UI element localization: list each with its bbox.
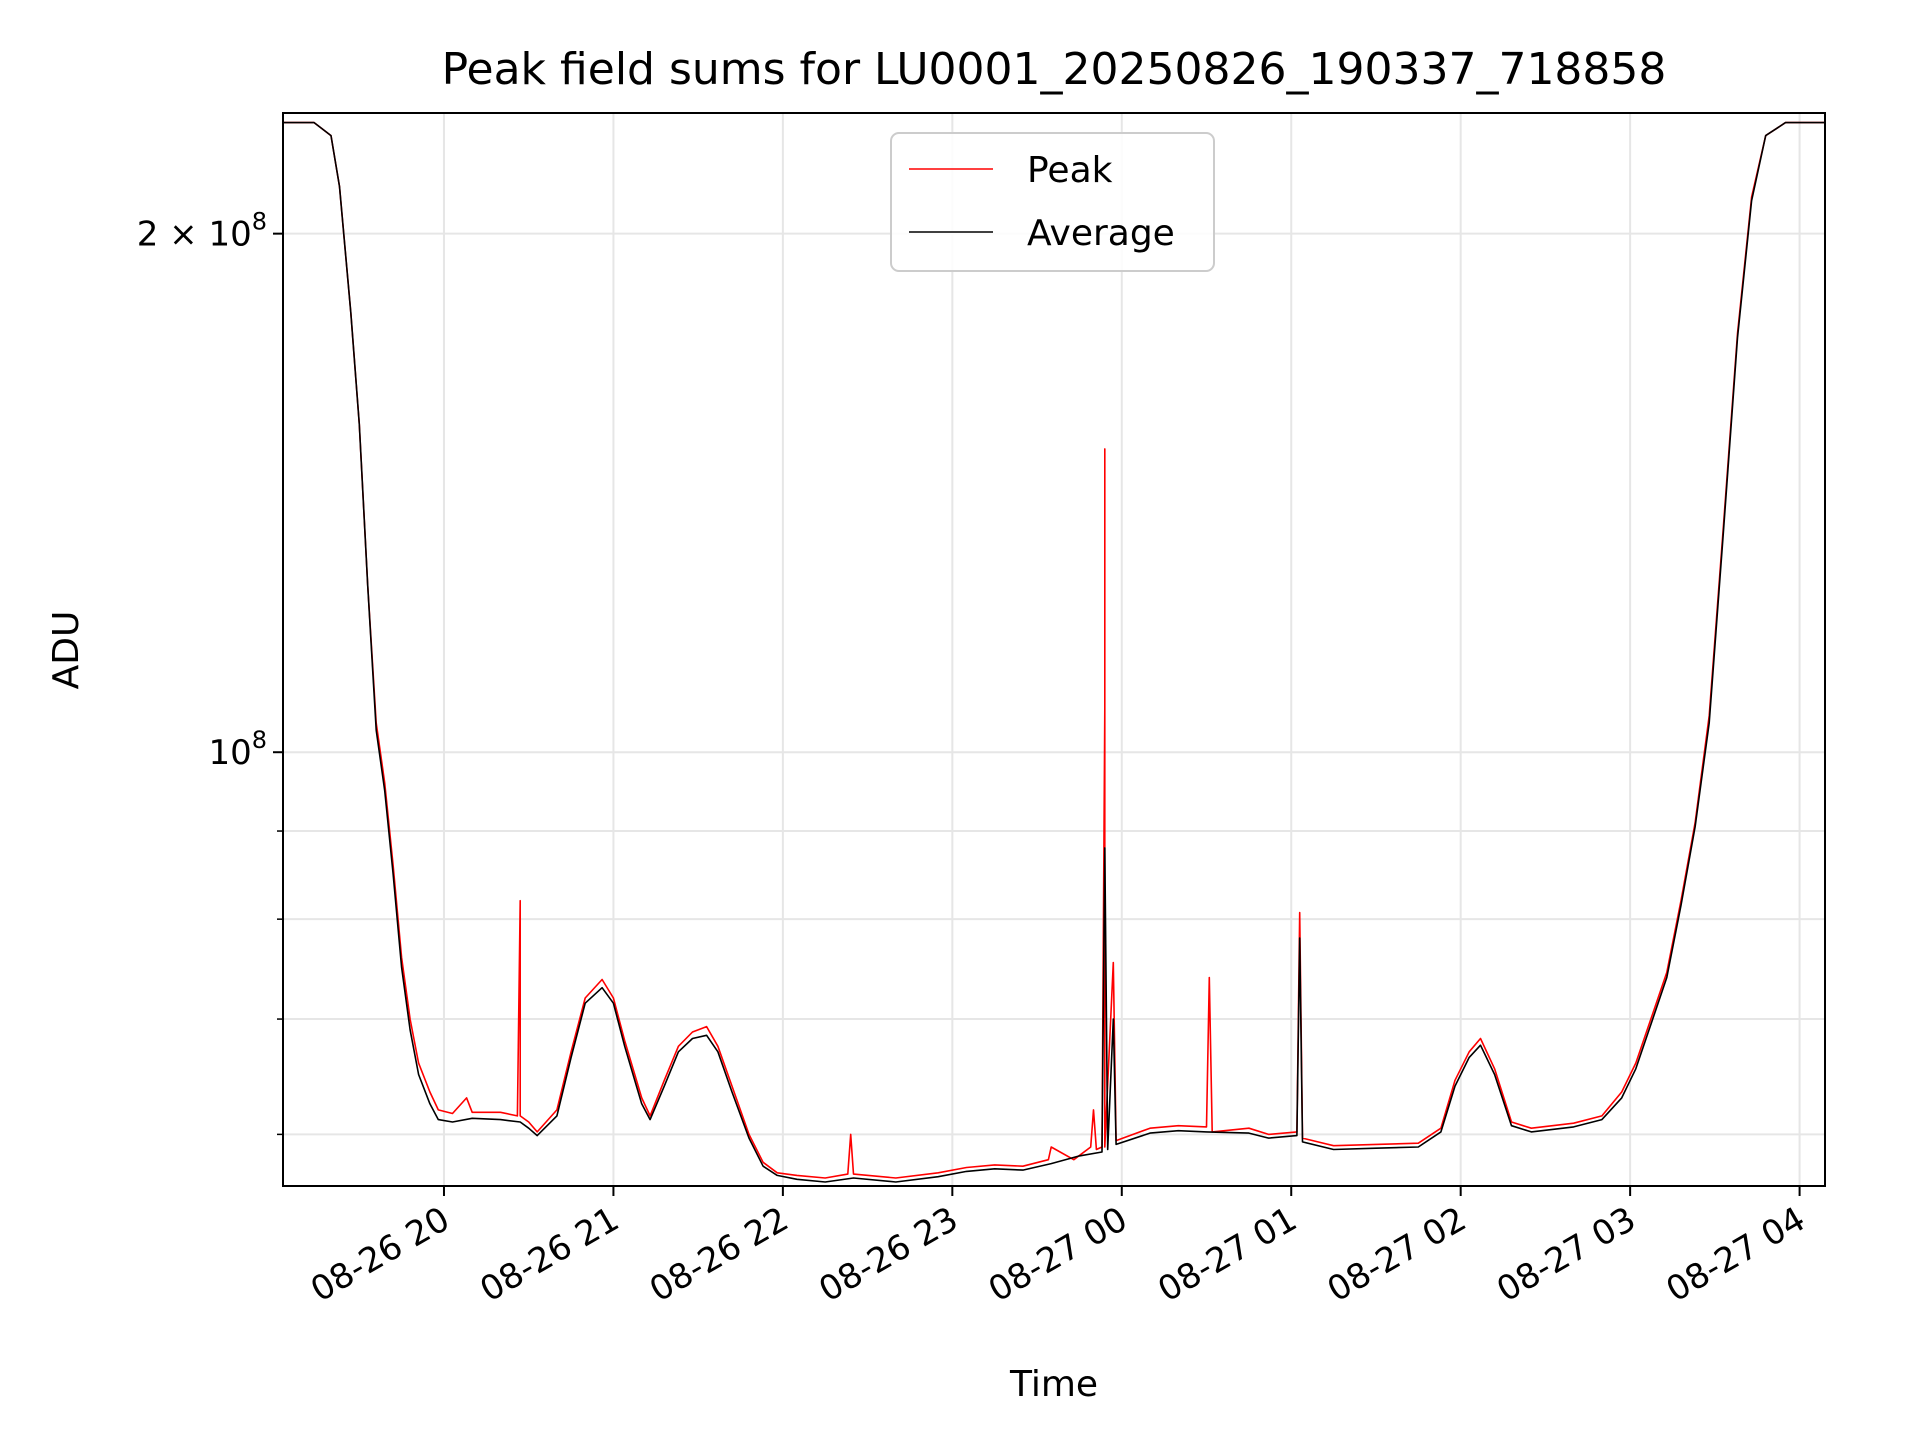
legend-label-peak: Peak (1027, 150, 1113, 191)
y-tick-label-exponent: 8 (252, 726, 267, 754)
y-tick-label: 108 (208, 726, 267, 773)
y-tick-label-prefix: 2 × (137, 215, 209, 255)
chart-title: Peak field sums for LU0001_20250826_1903… (442, 44, 1667, 95)
legend: Peak Average (890, 132, 1215, 272)
plot-frame (282, 112, 1826, 1187)
plot-series (283, 121, 1825, 1183)
x-axis-label: Time (1009, 1364, 1098, 1405)
legend-box (890, 132, 1215, 272)
series-line-peak (283, 121, 1825, 1179)
y-axis-label: ADU (46, 611, 87, 690)
y-tick-label-base: 10 (208, 215, 251, 255)
legend-label-average: Average (1027, 213, 1175, 254)
y-tick-label-base: 10 (208, 733, 251, 773)
y-tick-label: 2 × 108 (137, 208, 267, 255)
y-tick-label-exponent: 8 (252, 208, 267, 236)
series-line-average (283, 121, 1825, 1183)
